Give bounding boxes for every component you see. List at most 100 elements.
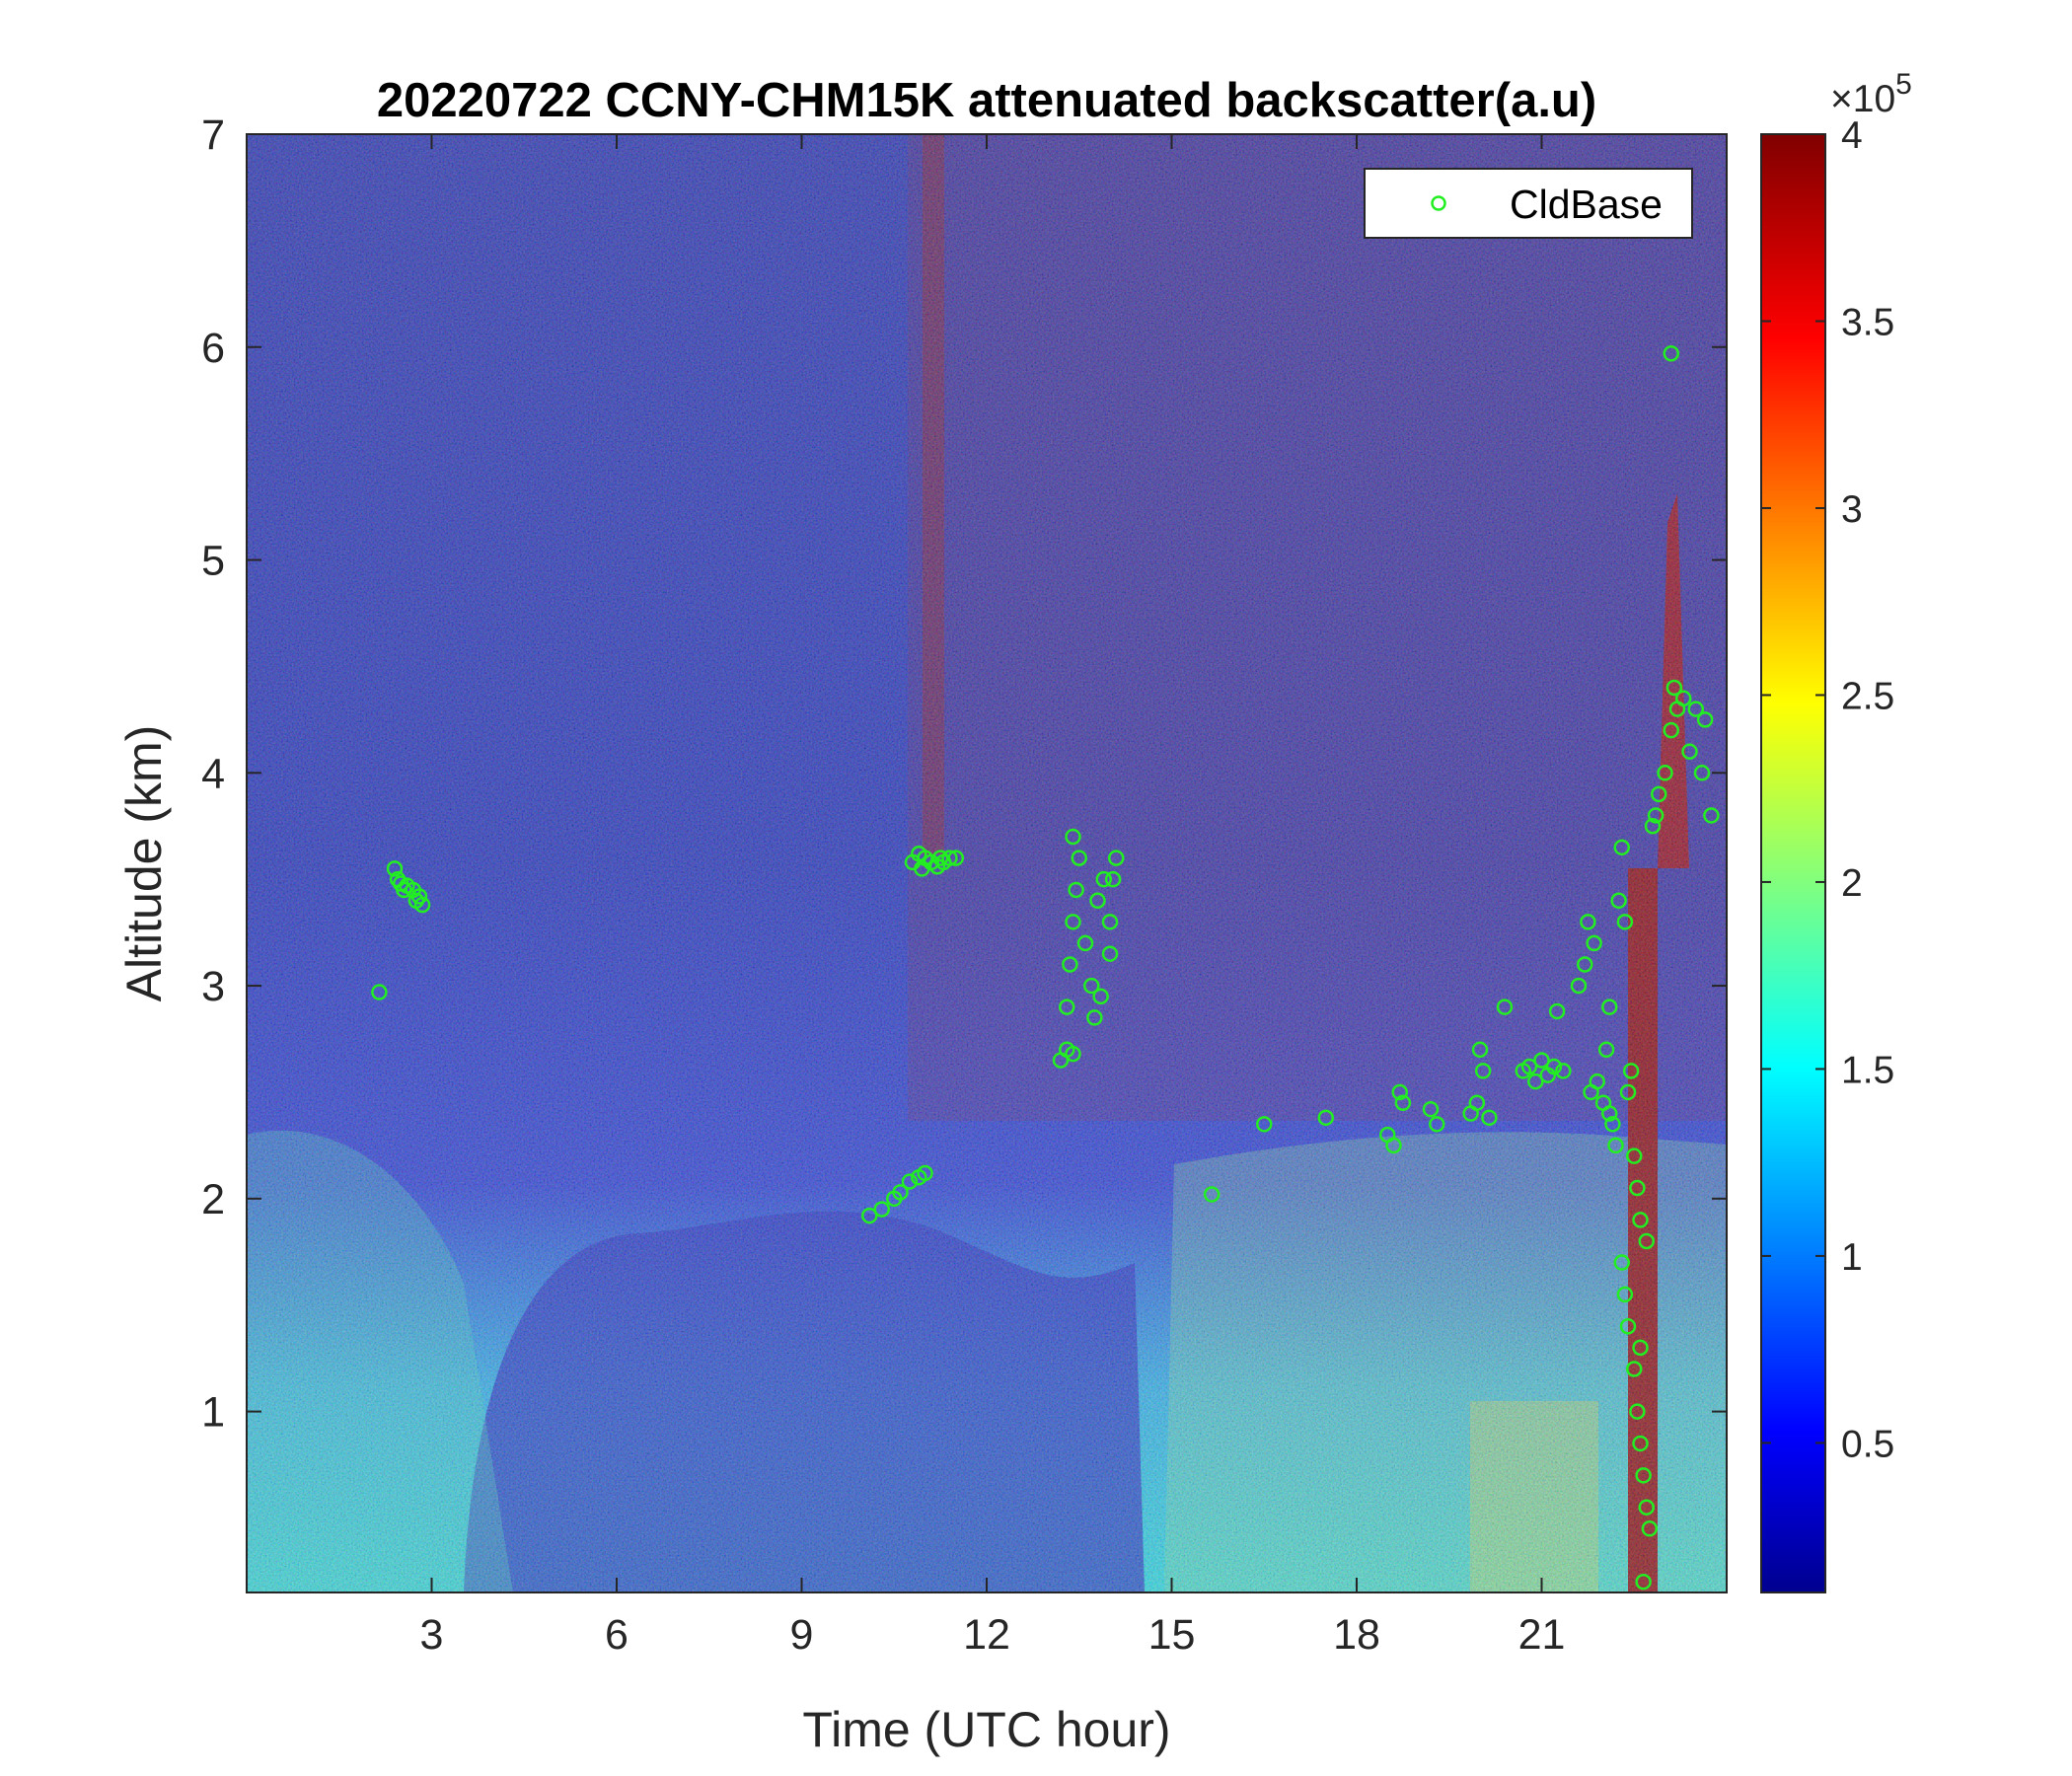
cldbase-point: [931, 850, 949, 866]
cldbase-point: [1696, 711, 1714, 728]
cldbase-point: [1065, 828, 1081, 846]
y-axis-label: Altitude (km): [116, 725, 172, 1002]
y-tick-label: 7: [201, 111, 225, 159]
colorbar-tick-label: 1: [1841, 1236, 1863, 1279]
cldbase-point: [1632, 1212, 1649, 1228]
cldbase-point: [1256, 1116, 1273, 1133]
x-axis-label: Time (UTC hour): [802, 1702, 1170, 1757]
cldbase-point: [1076, 934, 1094, 952]
cldbase-point: [1638, 1499, 1655, 1516]
cldbase-point: [1471, 1041, 1489, 1059]
cldbase-point: [1619, 1318, 1637, 1335]
backscatter-field: [247, 134, 1727, 1592]
cldbase-point: [1071, 850, 1087, 866]
cldbase-point: [873, 1201, 890, 1218]
cldbase-point: [1533, 1052, 1550, 1069]
cldbase-point: [1083, 977, 1100, 995]
cldbase-point: [1065, 1045, 1081, 1063]
cldbase-point: [1059, 999, 1075, 1015]
cldbase-point: [1616, 1286, 1634, 1303]
colorbar-frame: [1760, 133, 1826, 1593]
colorbar-gradient: [1761, 134, 1825, 1592]
cldbase-point: [1613, 839, 1630, 856]
cldbase-point: [1481, 1109, 1498, 1127]
cldbase-point: [941, 850, 958, 866]
y-tick-label: 1: [201, 1389, 225, 1437]
colorbar-exponent: ×105: [1830, 68, 1912, 120]
cldbase-point: [1604, 1116, 1621, 1133]
colorbar: 0.5 1 1.5 2 2.5 3 3.5 4 ×105: [1760, 68, 1912, 1593]
colorbar-tick-label: 4: [1841, 114, 1863, 157]
y-tick-label: 3: [201, 963, 225, 1010]
cldbase-point: [1632, 1339, 1649, 1357]
y-tick-label: 6: [201, 325, 225, 372]
cldbase-markers: [371, 344, 1720, 1591]
cldbase-point: [1663, 721, 1679, 739]
legend-label: CldBase: [1510, 182, 1663, 227]
cldbase-point: [1641, 1520, 1659, 1537]
cldbase-point: [1095, 870, 1112, 888]
legend-box: [1364, 168, 1693, 239]
cldbase-point: [1391, 1083, 1408, 1101]
y-axis: 1 2 3 4 5 6 7: [201, 111, 1727, 1437]
colorbar-tick-label: 3: [1841, 488, 1863, 531]
cldbase-point: [861, 1207, 878, 1224]
cldbase-point: [1610, 892, 1627, 910]
x-tick-label: 15: [1148, 1611, 1196, 1659]
field-noise: [247, 134, 1727, 1592]
x-axis: 3 6 9 12 15 18 21: [420, 134, 1566, 1659]
cldbase-point: [1586, 934, 1602, 952]
cldbase-point: [901, 1173, 919, 1190]
x-tick-label: 6: [605, 1611, 629, 1659]
colorbar-tick-label: 2.5: [1841, 675, 1894, 717]
x-tick-label: 21: [1518, 1611, 1566, 1659]
cldbase-point: [1580, 914, 1596, 930]
cldbase-point: [1429, 1116, 1445, 1133]
cldbase-point: [1394, 1094, 1412, 1111]
cldbase-point: [1385, 1137, 1402, 1154]
colorbar-tick-label: 1.5: [1841, 1049, 1894, 1091]
cldbase-point: [1601, 999, 1618, 1015]
cldbase-point: [1632, 1435, 1649, 1452]
cldbase-point: [914, 860, 930, 877]
cldbase-point: [1496, 999, 1514, 1015]
cldbase-point: [1626, 1147, 1643, 1164]
cldbase-point: [1616, 914, 1634, 930]
cldbase-point: [1651, 785, 1667, 803]
cldbase-point: [1635, 1467, 1652, 1484]
cldbase-point: [1108, 850, 1125, 866]
cldbase-point: [1203, 1186, 1221, 1203]
cldbase-point: [1687, 701, 1704, 717]
cldbase-point: [1468, 1094, 1486, 1111]
cldbase-point: [1597, 1041, 1615, 1059]
cldbase-point: [1086, 1009, 1103, 1026]
cldbase-point: [1613, 1254, 1630, 1271]
cldbase-point: [1607, 1137, 1624, 1154]
cldbase-point: [1570, 977, 1588, 995]
cldbase-point: [1693, 765, 1711, 781]
cldbase-point: [1644, 817, 1662, 835]
cldbase-point: [1626, 1361, 1643, 1377]
y-tick-label: 2: [201, 1176, 225, 1223]
cldbase-point: [1104, 870, 1122, 888]
colorbar-ticks: 0.5 1 1.5 2 2.5 3 3.5 4: [1761, 114, 1894, 1465]
cldbase-point: [1474, 1063, 1492, 1079]
cldbase-point: [386, 860, 404, 877]
cldbase-point: [410, 888, 428, 905]
cldbase-point: [1635, 1573, 1652, 1591]
x-tick-label: 12: [963, 1611, 1010, 1659]
cldbase-point: [1629, 1403, 1646, 1420]
legend: CldBase: [1364, 168, 1693, 239]
colorbar-tick-label: 3.5: [1841, 301, 1894, 343]
cldbase-point: [1647, 807, 1665, 824]
cldbase-point: [1619, 1083, 1637, 1101]
cldbase-point: [1089, 892, 1106, 910]
cldbase-point: [1622, 1063, 1640, 1079]
x-tick-label: 9: [790, 1611, 814, 1659]
cldbase-point: [1068, 881, 1084, 899]
cldbase-point: [1703, 807, 1720, 824]
x-tick-label: 18: [1333, 1611, 1380, 1659]
cldbase-point: [1065, 914, 1081, 930]
cldbase-point: [1092, 988, 1109, 1005]
